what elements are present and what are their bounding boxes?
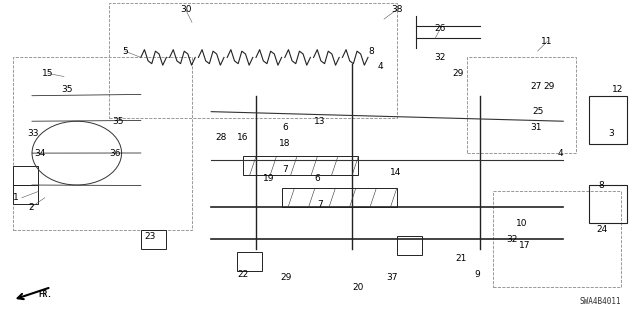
Text: 29: 29 (280, 273, 292, 282)
Text: 34: 34 (34, 149, 45, 158)
Text: 6: 6 (282, 123, 287, 132)
Text: 11: 11 (541, 37, 553, 46)
Text: 27: 27 (531, 82, 542, 91)
Text: 9: 9 (474, 270, 479, 279)
Text: FR.: FR. (38, 290, 52, 299)
Bar (243, 156, 358, 175)
Text: 25: 25 (532, 107, 543, 116)
Text: 20: 20 (353, 283, 364, 292)
Text: SWA4B4011: SWA4B4011 (579, 297, 621, 306)
Bar (141, 230, 166, 249)
Text: 37: 37 (386, 273, 397, 282)
Text: 14: 14 (390, 168, 401, 177)
Text: 3: 3 (609, 130, 614, 138)
Text: 35: 35 (113, 117, 124, 126)
Text: 30: 30 (180, 5, 191, 14)
Text: 17: 17 (519, 241, 531, 250)
Text: 22: 22 (237, 270, 249, 279)
Text: 1: 1 (13, 193, 19, 202)
Text: 12: 12 (612, 85, 623, 94)
Text: 8: 8 (599, 181, 604, 189)
Text: 29: 29 (452, 69, 463, 78)
Bar (237, 252, 262, 271)
Text: 32: 32 (434, 53, 445, 62)
Text: 10: 10 (516, 219, 527, 228)
Text: 2: 2 (28, 203, 33, 212)
Text: 36: 36 (109, 149, 121, 158)
Text: 8: 8 (369, 47, 374, 56)
Text: 33: 33 (28, 130, 39, 138)
Text: 7: 7 (317, 200, 323, 209)
Text: 7: 7 (282, 165, 287, 174)
Text: 13: 13 (314, 117, 326, 126)
Text: 4: 4 (557, 149, 563, 158)
Text: 4: 4 (378, 63, 383, 71)
Text: 35: 35 (61, 85, 73, 94)
Bar (13, 185, 38, 204)
Bar (397, 236, 422, 255)
Text: 19: 19 (263, 174, 275, 183)
Text: 6: 6 (314, 174, 319, 183)
Text: 18: 18 (279, 139, 291, 148)
Text: 21: 21 (455, 254, 467, 263)
Text: 31: 31 (531, 123, 542, 132)
Text: 38: 38 (391, 5, 403, 14)
Text: 16: 16 (237, 133, 249, 142)
Text: 32: 32 (506, 235, 518, 244)
Bar (282, 188, 397, 207)
Text: 24: 24 (596, 225, 607, 234)
Text: 28: 28 (215, 133, 227, 142)
Text: 5: 5 (122, 47, 127, 56)
Text: 26: 26 (435, 24, 446, 33)
Text: 15: 15 (42, 69, 54, 78)
Text: 23: 23 (145, 232, 156, 241)
Bar (13, 166, 38, 185)
Text: 29: 29 (543, 82, 555, 91)
